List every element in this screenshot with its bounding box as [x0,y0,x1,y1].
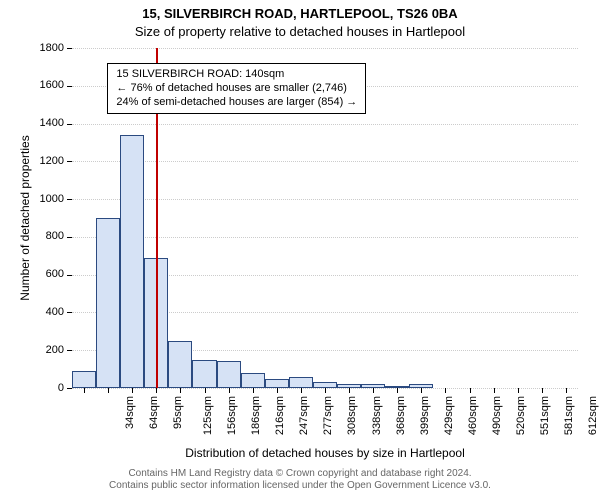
bar [289,377,313,388]
y-tick-mark [67,161,72,162]
chart-title: 15, SILVERBIRCH ROAD, HARTLEPOOL, TS26 0… [0,6,600,21]
y-tick-mark [67,275,72,276]
annotation-line-3: 24% of semi-detached houses are larger (… [116,96,357,110]
plot-area: 15 SILVERBIRCH ROAD: 140sqm ← 76% of det… [72,48,578,388]
x-tick-label: 247sqm [298,396,310,435]
x-tick-label: 460sqm [467,396,479,435]
x-tick-label: 429sqm [443,396,455,435]
bar [241,373,265,388]
x-tick-mark [301,388,302,393]
x-tick-mark [229,388,230,393]
x-tick-label: 581sqm [563,396,575,435]
x-tick-label: 64sqm [148,396,160,429]
x-axis-label: Distribution of detached houses by size … [72,446,578,460]
x-tick-label: 277sqm [322,396,334,435]
x-tick-label: 308sqm [347,396,359,435]
x-tick-mark [325,388,326,393]
x-tick-mark [421,388,422,393]
y-tick-mark [67,312,72,313]
y-tick-mark [67,199,72,200]
x-tick-label: 125sqm [202,396,214,435]
x-tick-mark [518,388,519,393]
y-tick-label: 1800 [24,42,64,54]
bar [265,379,289,388]
x-tick-mark [205,388,206,393]
x-tick-mark [566,388,567,393]
y-tick-mark [67,86,72,87]
x-tick-mark [445,388,446,393]
bar [192,360,216,388]
x-tick-label: 95sqm [172,396,184,429]
y-tick-label: 1600 [24,79,64,91]
x-tick-label: 186sqm [250,396,262,435]
x-tick-mark [84,388,85,393]
x-tick-label: 338sqm [371,396,383,435]
x-tick-mark [180,388,181,393]
x-tick-mark [349,388,350,393]
y-tick-mark [67,350,72,351]
x-tick-label: 156sqm [226,396,238,435]
x-tick-mark [277,388,278,393]
chart-container: 15, SILVERBIRCH ROAD, HARTLEPOOL, TS26 0… [0,0,600,500]
x-tick-mark [108,388,109,393]
footer-line-1: Contains HM Land Registry data © Crown c… [0,468,600,480]
y-axis-label: Number of detached properties [18,118,32,318]
x-tick-mark [470,388,471,393]
x-tick-label: 216sqm [274,396,286,435]
bar [72,371,96,388]
annotation-line-1: 15 SILVERBIRCH ROAD: 140sqm [116,68,357,82]
y-tick-mark [67,124,72,125]
x-tick-mark [132,388,133,393]
x-tick-label: 520sqm [515,396,527,435]
y-tick-label: 0 [24,382,64,394]
footer: Contains HM Land Registry data © Crown c… [0,468,600,492]
annotation-box: 15 SILVERBIRCH ROAD: 140sqm ← 76% of det… [107,63,366,114]
bar [120,135,144,388]
x-tick-mark [156,388,157,393]
bar [217,361,241,388]
x-tick-label: 551sqm [539,396,551,435]
bar [168,341,192,388]
x-tick-mark [494,388,495,393]
annotation-line-2: ← 76% of detached houses are smaller (2,… [116,82,357,96]
y-tick-label: 200 [24,344,64,356]
x-tick-label: 368sqm [395,396,407,435]
chart-subtitle: Size of property relative to detached ho… [0,24,600,39]
y-tick-mark [67,48,72,49]
footer-line-2: Contains public sector information licen… [0,480,600,492]
y-tick-mark [67,237,72,238]
x-tick-mark [373,388,374,393]
x-tick-mark [397,388,398,393]
x-tick-mark [253,388,254,393]
bar [96,218,120,388]
x-tick-label: 399sqm [419,396,431,435]
x-tick-label: 490sqm [491,396,503,435]
x-tick-label: 612sqm [587,396,599,435]
y-tick-mark [67,388,72,389]
x-tick-mark [542,388,543,393]
x-tick-label: 34sqm [124,396,136,429]
